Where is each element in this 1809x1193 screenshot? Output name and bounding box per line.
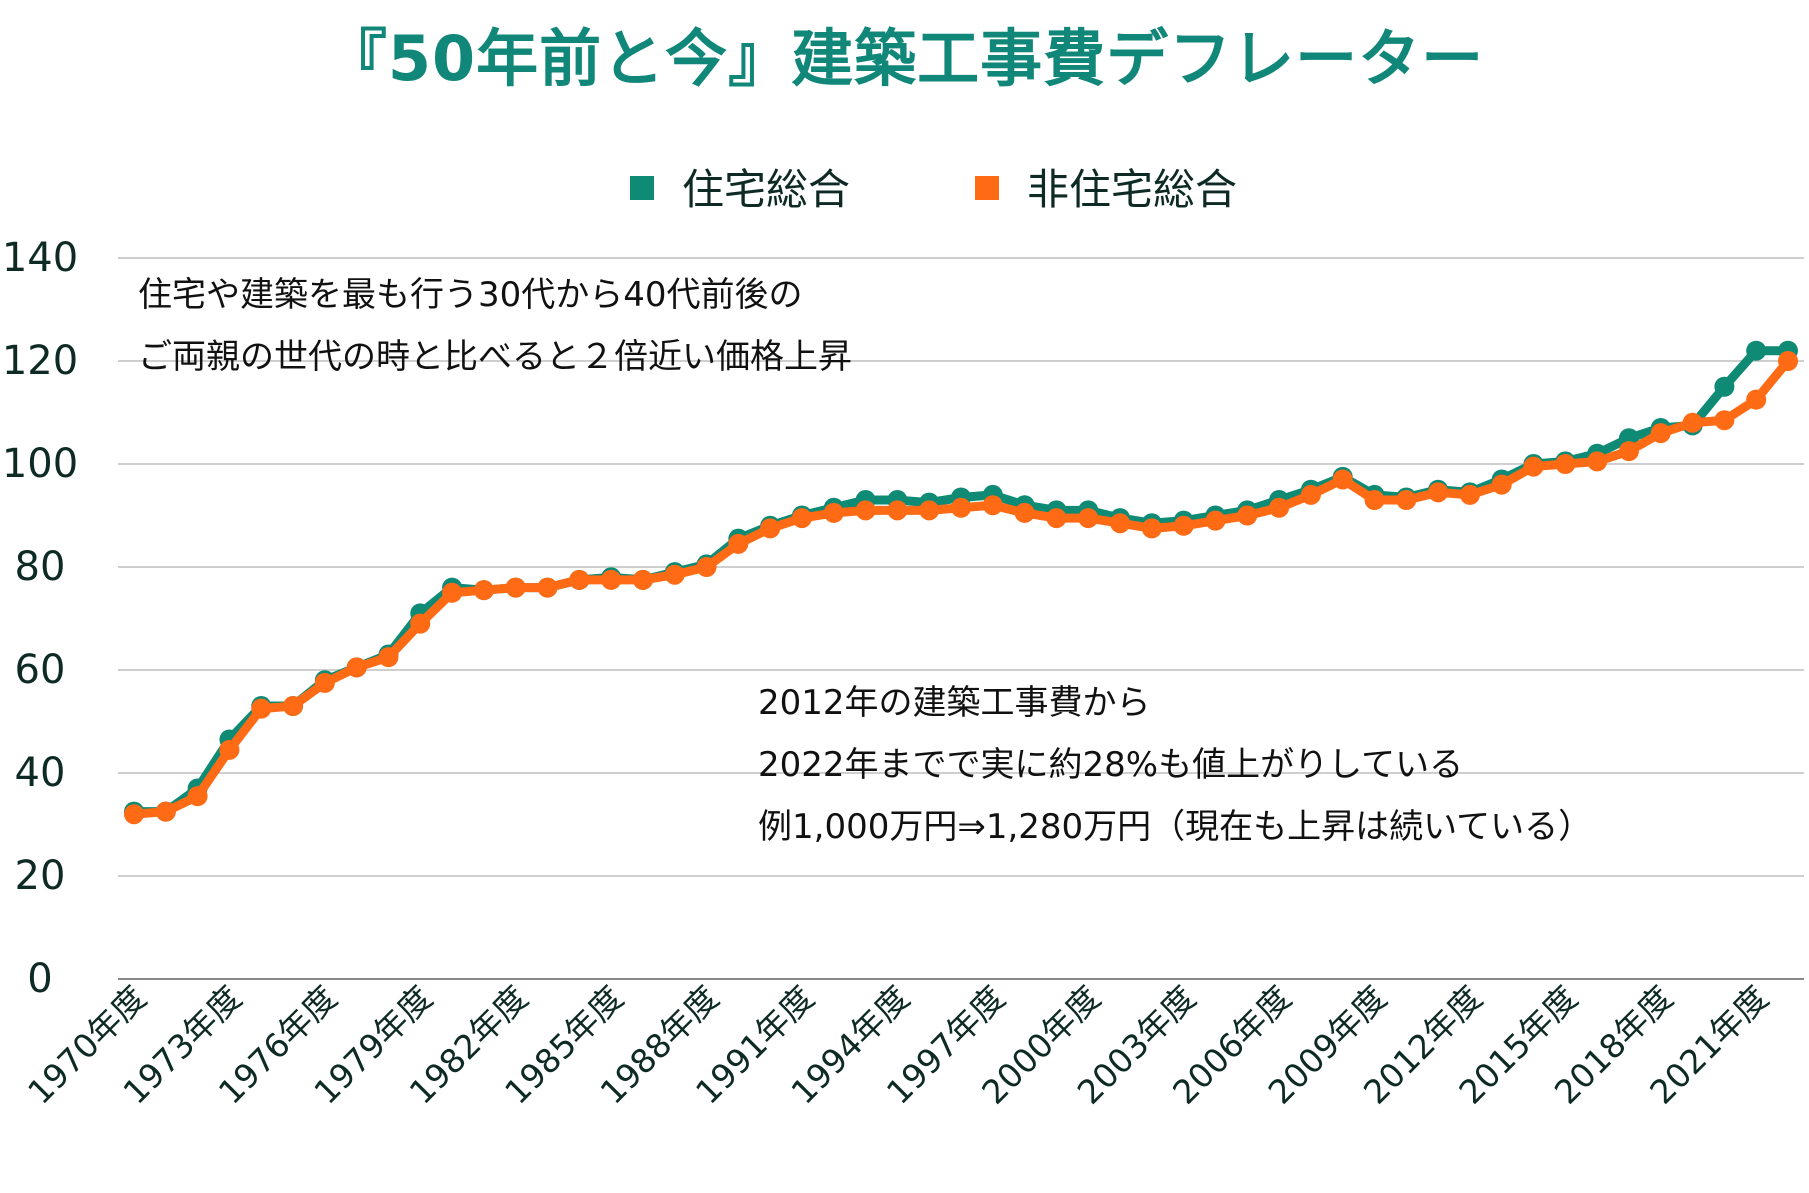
data-point (473, 580, 494, 601)
data-point (951, 497, 971, 518)
data-point (283, 696, 304, 717)
data-point (696, 557, 717, 577)
annotation-2012-2022: 2012年の建築工事費から 2022年までで実に約28%も値上がりしている 例1… (758, 672, 1592, 858)
data-point (1714, 376, 1735, 397)
data-point (1364, 490, 1385, 511)
data-point (219, 739, 240, 760)
data-point (1778, 351, 1798, 371)
data-point (1746, 389, 1767, 410)
data-point (887, 500, 908, 521)
data-point (1746, 340, 1767, 361)
data-point (1682, 412, 1703, 433)
data-point (760, 518, 781, 539)
data-point (1523, 456, 1544, 477)
legend-swatch (975, 176, 999, 200)
y-tick-label: 140 (2, 235, 78, 281)
data-point (1014, 502, 1035, 523)
y-tick-label: 40 (15, 750, 66, 796)
data-point (569, 569, 590, 590)
y-tick-label: 80 (15, 544, 66, 590)
data-point (410, 613, 431, 634)
data-point (1491, 474, 1512, 495)
annotation-line: 2012年の建築工事費から (758, 683, 1151, 723)
data-point (1078, 508, 1099, 529)
legend-swatch (630, 176, 654, 200)
annotation-line: 住宅や建築を最も行う30代から40代前後の (138, 275, 803, 315)
data-point (378, 647, 399, 668)
y-tick-label: 100 (2, 441, 78, 487)
y-tick-label: 20 (15, 853, 66, 899)
data-point (1459, 484, 1480, 505)
data-point (1618, 441, 1639, 462)
data-point (346, 657, 367, 678)
data-point (187, 786, 208, 807)
data-point (251, 698, 272, 719)
data-point (855, 500, 876, 521)
data-point (728, 533, 749, 554)
data-point (537, 577, 558, 598)
data-point (155, 801, 176, 822)
data-point (632, 569, 653, 590)
annotation-line: ご両親の世代の時と比べると２倍近い価格上昇 (138, 337, 852, 377)
legend-label: 住宅総合 (682, 165, 850, 214)
data-point (1332, 469, 1353, 490)
chart-title: 『50年前と今』建築工事費デフレーター (324, 22, 1485, 95)
data-point (919, 500, 940, 521)
data-point (505, 577, 526, 598)
data-point (1587, 451, 1608, 472)
data-point (1428, 482, 1449, 503)
data-point (314, 672, 335, 693)
annotation-line: 2022年までで実に約28%も値上がりしている (758, 745, 1464, 785)
data-point (1141, 518, 1162, 539)
legend-label: 非住宅総合 (1027, 165, 1237, 214)
data-point (1173, 515, 1194, 536)
y-tick-label: 60 (15, 647, 66, 693)
data-point (791, 508, 812, 529)
data-point (1714, 410, 1735, 431)
data-point (1205, 510, 1226, 531)
annotation-generation: 住宅や建築を最も行う30代から40代前後の ご両親の世代の時と比べると２倍近い価… (138, 264, 852, 388)
y-tick-label: 0 (27, 956, 52, 1002)
data-point (982, 495, 1003, 516)
data-point (601, 569, 622, 590)
data-point (124, 804, 144, 825)
data-point (1237, 505, 1258, 526)
data-point (1555, 454, 1576, 474)
annotation-line: 例1,000万円⇒1,280万円（現在も上昇は続いている） (758, 807, 1593, 847)
data-point (1650, 423, 1671, 444)
data-point (1300, 484, 1321, 505)
data-point (1110, 513, 1131, 534)
data-point (823, 502, 844, 523)
data-point (1396, 490, 1417, 511)
data-point (1269, 497, 1290, 518)
data-point (1046, 508, 1067, 529)
y-tick-label: 120 (2, 338, 78, 384)
data-point (664, 564, 685, 585)
data-point (442, 582, 463, 603)
